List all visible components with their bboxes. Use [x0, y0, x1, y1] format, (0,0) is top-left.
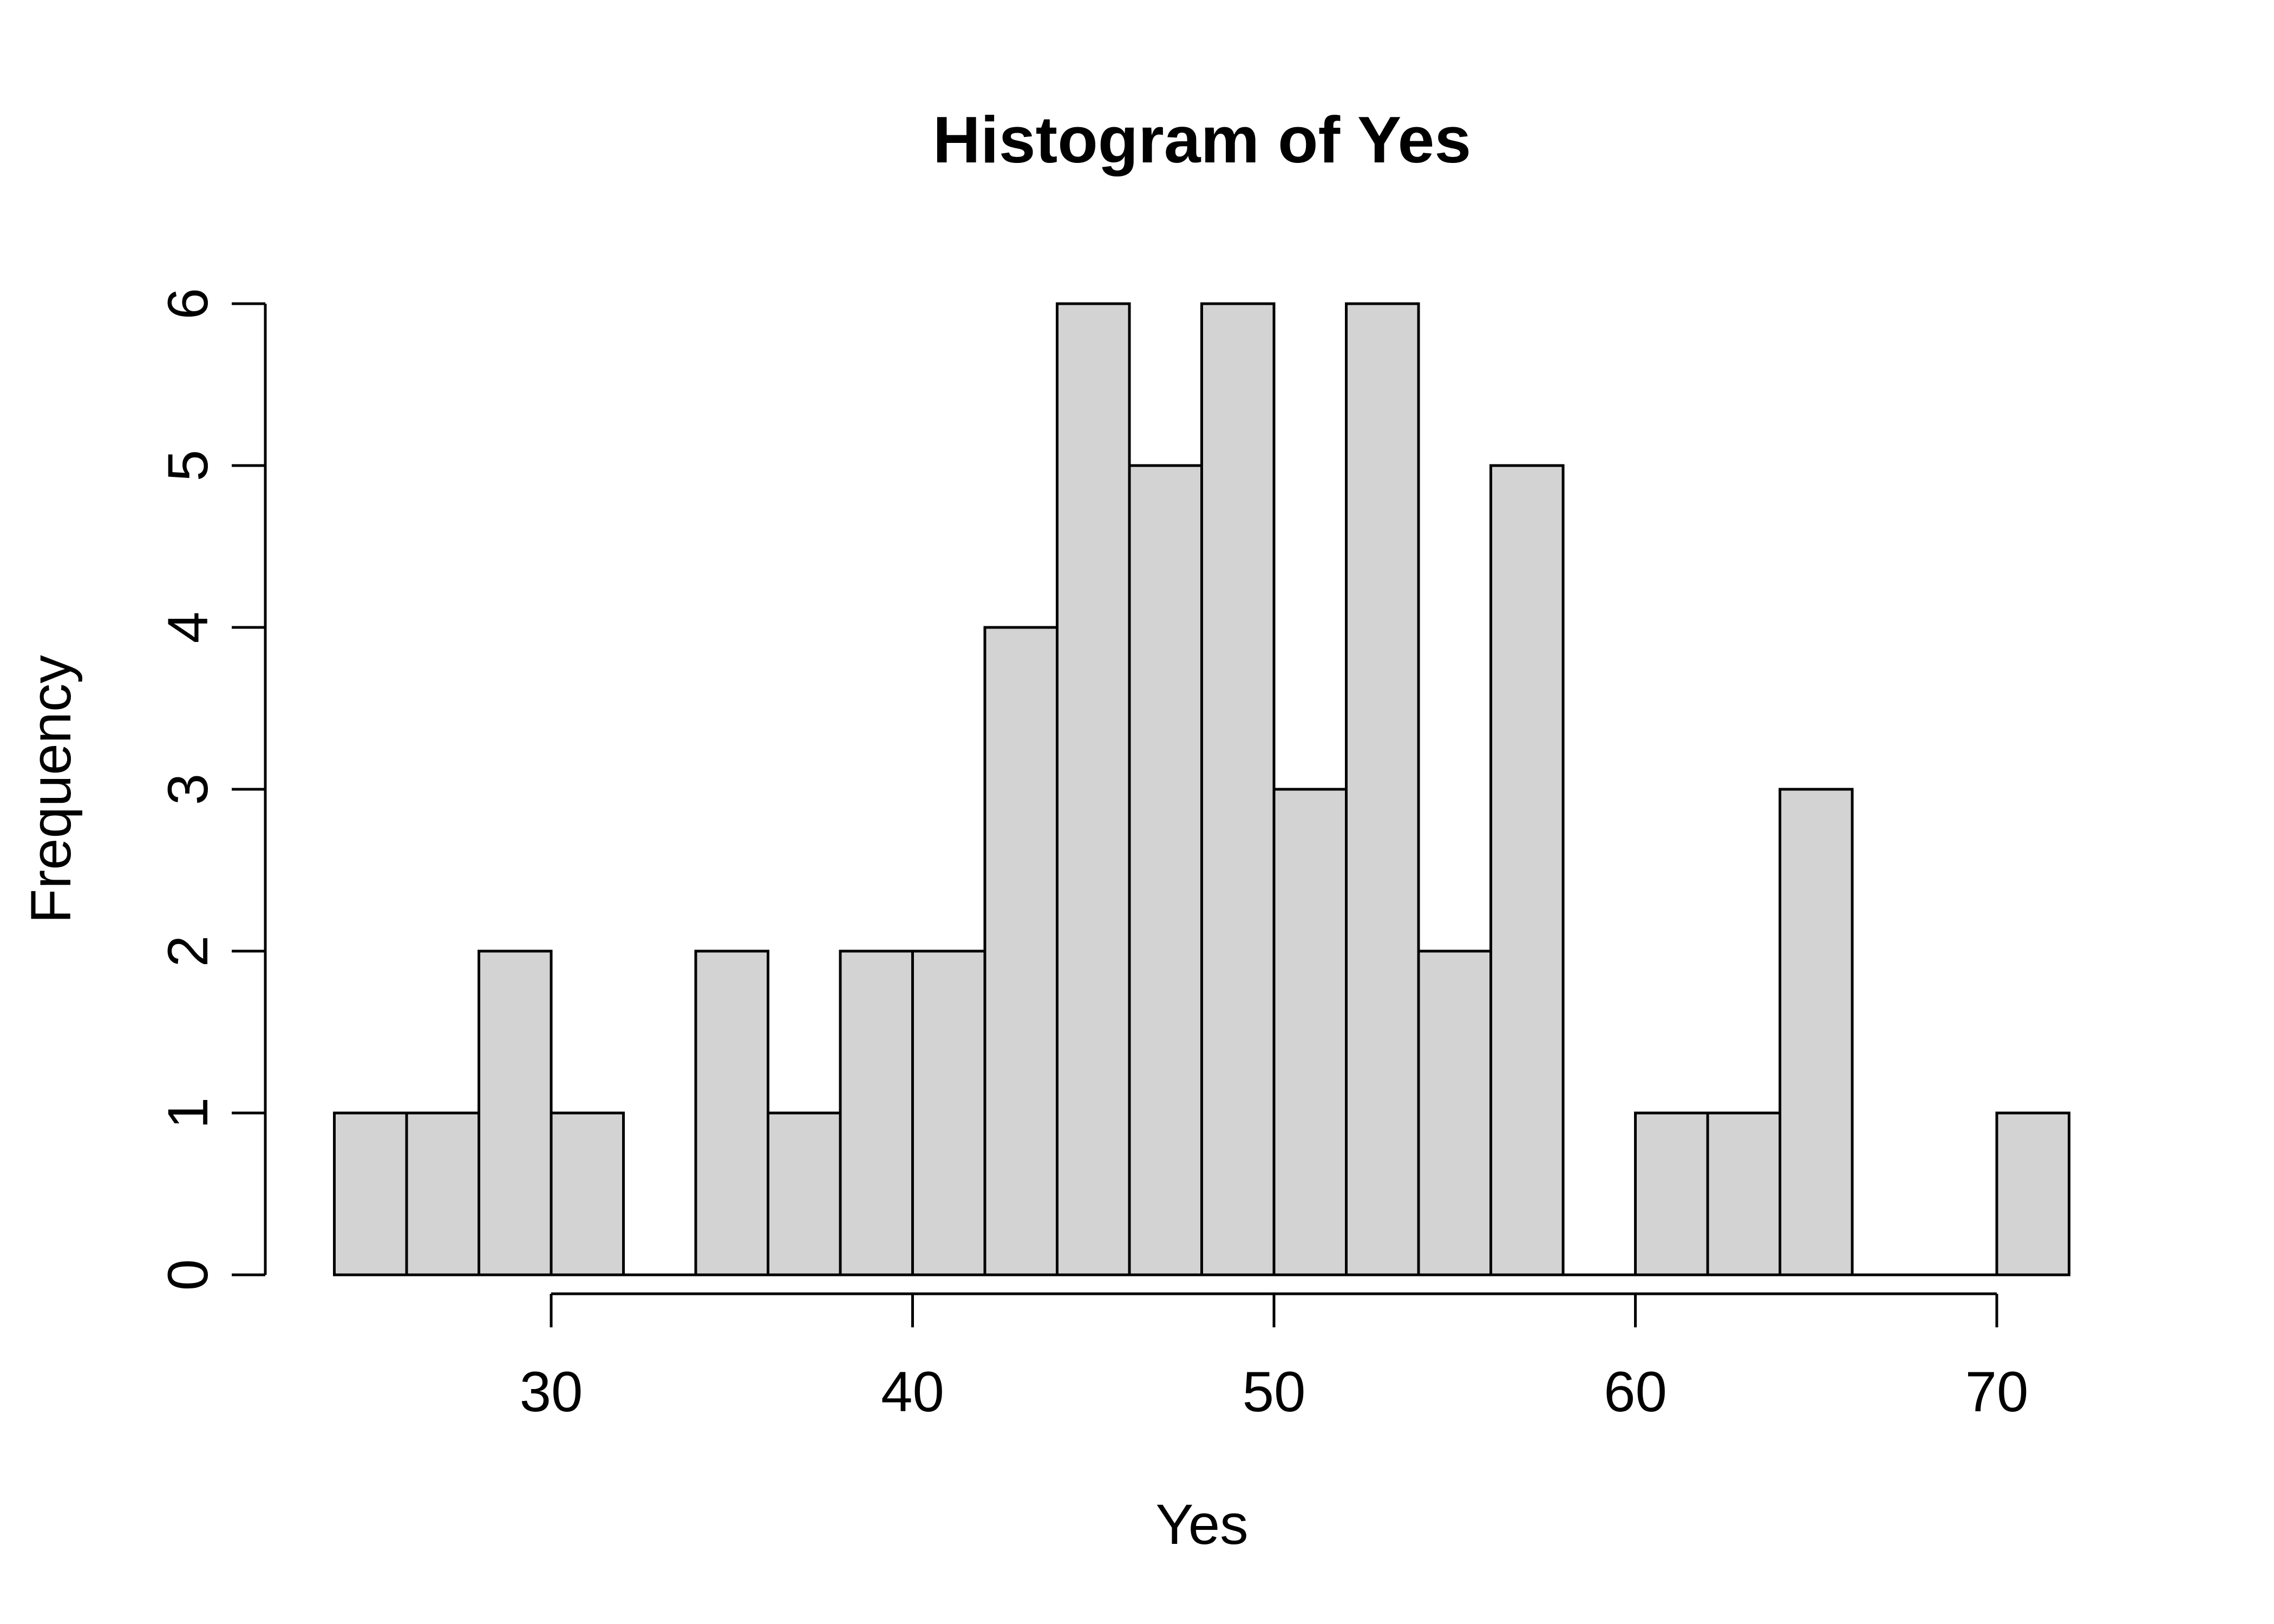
x-axis: 30 40 50 60 70: [520, 1292, 2029, 1424]
histogram-bar: [911, 949, 986, 1276]
histogram-bar: [1706, 1111, 1781, 1276]
histogram-bar: [1056, 302, 1131, 1276]
histogram-bar: [1634, 1111, 1709, 1276]
y-tick-label: 0: [156, 1259, 220, 1291]
bars-group: [333, 302, 2070, 1276]
histogram-bar: [333, 1111, 408, 1276]
x-tick-label: 40: [881, 1360, 944, 1424]
histogram-bar: [1128, 464, 1203, 1276]
y-tick-label: 3: [156, 774, 220, 805]
y-tick-label: 1: [156, 1097, 220, 1129]
chart-title: Histogram of Yes: [933, 103, 1471, 176]
x-axis-label: Yes: [1155, 1493, 1248, 1556]
x-tick-label: 50: [1243, 1360, 1306, 1424]
histogram-bar: [1779, 788, 1854, 1276]
histogram-bar: [1995, 1111, 2070, 1276]
x-tick-label: 60: [1604, 1360, 1667, 1424]
x-tick-label: 30: [520, 1360, 583, 1424]
histogram-bar: [983, 626, 1058, 1276]
histogram-bar: [1272, 788, 1348, 1276]
x-tick-label: 70: [1965, 1360, 2029, 1424]
histogram-bar: [1489, 464, 1565, 1276]
histogram-bar: [405, 1111, 480, 1276]
histogram-bar: [839, 949, 914, 1276]
histogram-bar: [550, 1111, 625, 1276]
y-tick-label: 4: [156, 612, 220, 643]
y-axis-label: Frequency: [19, 654, 83, 924]
histogram-bar: [1345, 302, 1420, 1276]
histogram-bar: [478, 949, 553, 1276]
y-axis: 0 1 2 3 4 5 6: [156, 288, 267, 1291]
histogram-bar: [694, 949, 769, 1276]
y-tick-label: 5: [156, 450, 220, 481]
y-tick-label: 2: [156, 935, 220, 967]
histogram-bar: [1200, 302, 1276, 1276]
histogram-bar: [767, 1111, 842, 1276]
histogram-bar: [1417, 949, 1492, 1276]
y-tick-label: 6: [156, 288, 220, 319]
